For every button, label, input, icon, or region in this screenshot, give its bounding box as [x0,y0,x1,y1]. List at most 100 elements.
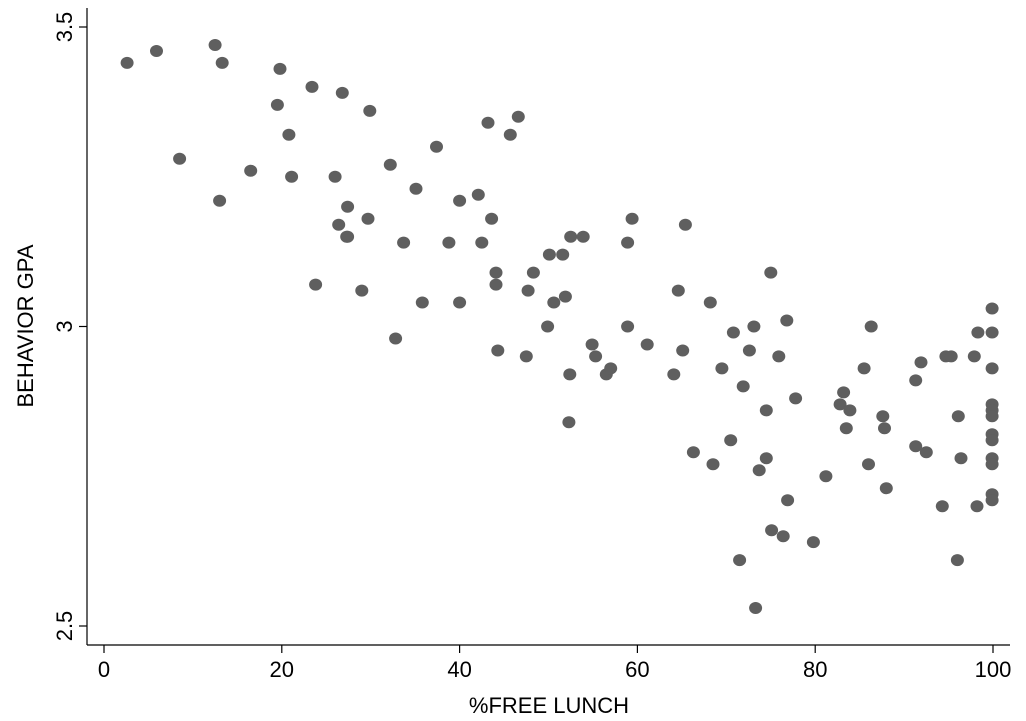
scatter-point [806,536,820,549]
scatter-point [671,284,685,297]
scatter-point [950,554,964,567]
scatter-point [341,200,355,213]
scatter-point [772,350,786,363]
scatter-point [676,344,690,357]
scatter-point [491,344,505,357]
x-tick-label: 20 [270,657,294,682]
scatter-point [150,45,163,57]
scatter-point [120,56,134,69]
scatter-point [985,362,999,375]
scatter-point [173,152,187,165]
axis-ticks: 0 20 40 60 80 100 2.5 3 3.5 [52,12,1011,682]
scatter-point [453,296,467,309]
scatter-point [967,350,981,363]
scatter-point [270,98,284,111]
scatter-point [985,326,999,339]
scatter-point [944,350,958,363]
scatter-point [759,452,773,465]
scatter-point [389,332,403,345]
scatter-point [215,56,229,69]
scatter-point [363,104,377,117]
scatter-point [213,194,227,207]
scatter-point [857,362,871,375]
scatter-point [951,410,965,423]
scatter-point [430,140,443,153]
scatter-point [309,278,323,291]
scatter-point [667,368,681,381]
scatter-point [686,446,700,459]
scatter-point [489,266,503,279]
scatter-point [556,248,570,261]
scatter-point [862,458,875,471]
scatter-point [526,266,540,279]
scatter-point [839,422,853,435]
scatter-point [585,338,599,351]
scatter-point [519,350,533,363]
x-tick-label: 100 [975,657,1012,682]
scatter-point [355,284,369,297]
scatter-point [282,128,296,141]
scatter-point [764,266,778,279]
scatter-point [397,236,411,249]
scatter-point [789,392,803,405]
scatter-point [273,62,287,75]
scatter-point [678,218,692,231]
scatter-point [878,422,891,435]
scatter-point [733,554,747,567]
scatter-point [589,350,603,363]
scatter-point [765,524,779,537]
scatter-point [819,470,833,483]
scatter-point [970,500,984,513]
scatter-point [521,284,535,297]
scatter-point [340,230,354,243]
scatter-point [837,386,851,399]
scatter-point [621,320,635,333]
x-tick-label: 0 [98,657,110,682]
y-tick-label: 2.5 [52,611,77,642]
scatter-point [985,458,999,471]
scatter-point [564,230,578,243]
scatter-point [919,446,933,459]
scatter-point [208,39,222,51]
scatter-point [471,188,485,201]
scatter-point [305,80,319,93]
scatter-point [453,194,467,207]
scatter-point [541,320,555,333]
scatter-point [914,356,928,369]
scatter-point [511,110,525,123]
scatter-point [971,326,985,339]
scatter-point [879,482,893,495]
scatter-point [485,212,499,225]
scatter-point [503,128,517,141]
data-points [120,39,999,614]
scatter-point [954,452,968,465]
scatter-point [724,434,738,447]
scatter-point [604,362,618,375]
x-axis-title: %FREE LUNCH [469,693,629,718]
x-tick-label: 80 [803,657,827,682]
scatter-point [876,410,890,423]
scatter-point [621,236,635,249]
scatter-point [563,368,577,381]
scatter-point [542,248,556,261]
scatter-point [442,236,456,249]
scatter-point [715,362,729,375]
scatter-point [415,296,429,309]
scatter-point [759,404,773,417]
scatter-point [909,374,923,387]
scatter-point [726,326,740,339]
scatter-point [335,86,349,99]
scatter-point [736,380,750,393]
x-tick-label: 60 [625,657,649,682]
scatter-point [640,338,654,351]
scatter-point [361,212,375,225]
scatter-point [562,416,576,429]
scatter-point [985,434,999,447]
scatter-point [752,464,766,477]
scatter-point [481,116,495,129]
scatter-point [625,212,639,225]
scatter-point [985,410,999,423]
scatter-point [547,296,561,309]
scatter-point [409,182,423,195]
